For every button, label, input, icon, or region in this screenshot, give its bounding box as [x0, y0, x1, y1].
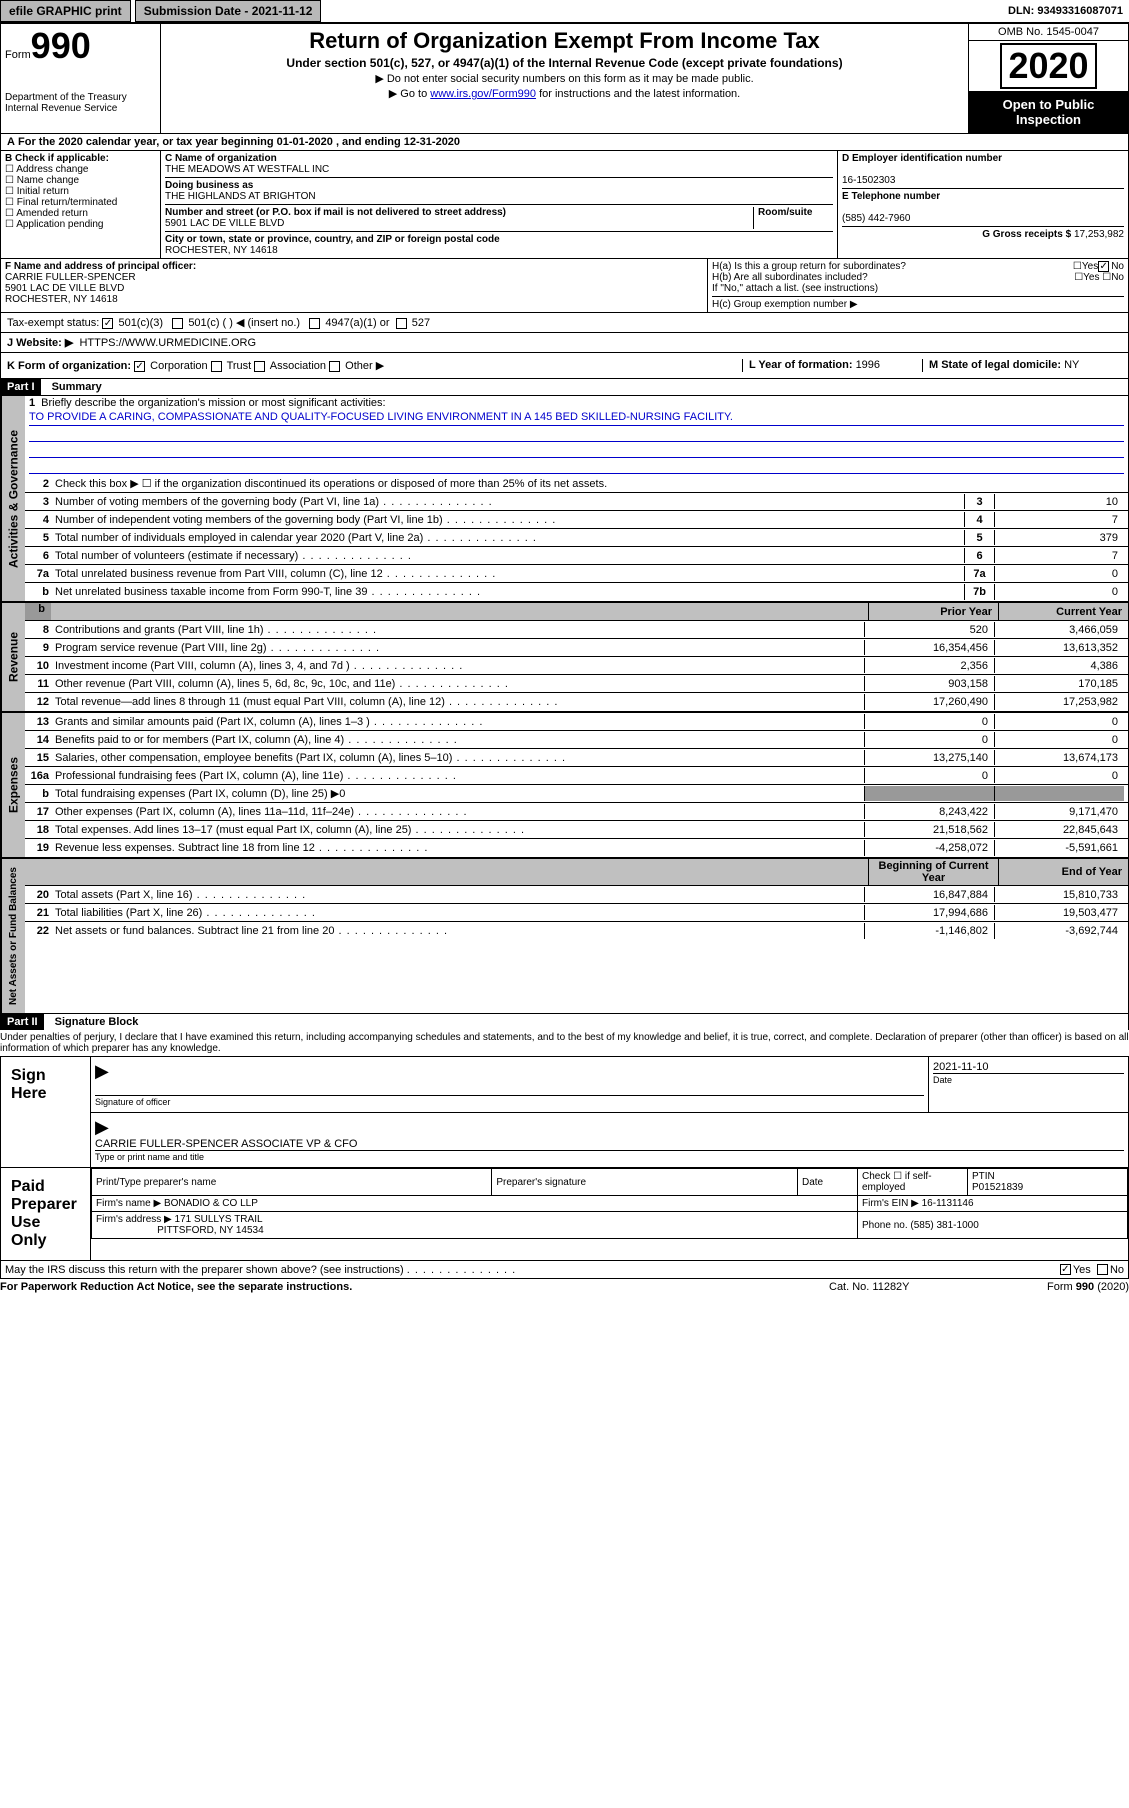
tax-exempt-row: Tax-exempt status: 501(c)(3) 501(c) ( ) …	[0, 313, 1129, 333]
chk-assoc[interactable]	[254, 361, 265, 372]
vert-netassets: Net Assets or Fund Balances	[1, 859, 25, 1013]
ein: 16-1502303	[842, 175, 895, 186]
efile-button[interactable]: efile GRAPHIC print	[0, 0, 131, 22]
city-state-zip: ROCHESTER, NY 14618	[165, 245, 278, 256]
firm-phone: (585) 381-1000	[910, 1220, 978, 1231]
part1-title: Summary	[44, 381, 102, 393]
revenue-section: Revenue bPrior YearCurrent Year 8Contrib…	[0, 602, 1129, 712]
chk-501c3[interactable]	[102, 318, 113, 329]
vert-governance: Activities & Governance	[1, 396, 25, 601]
governance-section: Activities & Governance 1Briefly describ…	[0, 395, 1129, 602]
firm-addr1: 171 SULLYS TRAIL	[175, 1214, 263, 1225]
chk-final[interactable]: ☐ Final return/terminated	[5, 197, 156, 208]
chk-discuss-no[interactable]	[1097, 1264, 1108, 1275]
section-klm: K Form of organization: Corporation Trus…	[0, 353, 1129, 379]
page-footer: For Paperwork Reduction Act Notice, see …	[0, 1279, 1129, 1295]
form-note-1: ▶ Do not enter social security numbers o…	[165, 72, 964, 85]
paid-preparer-label: Paid Preparer Use Only	[1, 1168, 91, 1260]
discuss-question: May the IRS discuss this return with the…	[5, 1264, 984, 1276]
firm-addr2: PITTSFORD, NY 14534	[157, 1225, 264, 1236]
form-note-2: ▶ Go to www.irs.gov/Form990 for instruct…	[165, 87, 964, 100]
form-subtitle: Under section 501(c), 527, or 4947(a)(1)…	[165, 56, 964, 70]
box-h: H(a) Is this a group return for subordin…	[708, 259, 1128, 312]
gross-receipts: 17,253,982	[1074, 229, 1124, 240]
firm-ein: 16-1131146	[922, 1198, 974, 1209]
firm-name: BONADIO & CO LLP	[164, 1198, 258, 1209]
penalty-text: Under penalties of perjury, I declare th…	[0, 1030, 1129, 1056]
chk-amended[interactable]: ☐ Amended return	[5, 208, 156, 219]
state: NY	[1064, 359, 1079, 371]
chk-501c[interactable]	[172, 318, 183, 329]
submission-button[interactable]: Submission Date - 2021-11-12	[135, 0, 322, 22]
ptin: P01521839	[972, 1182, 1023, 1193]
box-deg: D Employer identification number16-15023…	[838, 151, 1128, 258]
box-f: F Name and address of principal officer:…	[1, 259, 708, 312]
form-header: Form990 Department of the Treasury Inter…	[0, 23, 1129, 134]
org-name: THE MEADOWS AT WESTFALL INC	[165, 164, 329, 175]
phone: (585) 442-7960	[842, 213, 910, 224]
dln-text: DLN: 93493316087071	[1008, 5, 1129, 17]
public-inspection: Open to Public Inspection	[969, 91, 1128, 133]
period-a: A For the 2020 calendar year, or tax yea…	[1, 134, 466, 150]
tax-year: 2020	[1000, 43, 1096, 89]
year-formed: 1996	[856, 359, 880, 371]
part2-title: Signature Block	[47, 1016, 139, 1028]
form-number: 990	[31, 25, 91, 66]
chk-ha-no[interactable]	[1098, 261, 1109, 272]
signature-block: Sign Here ▶Signature of officer 2021-11-…	[0, 1056, 1129, 1261]
chk-discuss-yes[interactable]	[1060, 1264, 1071, 1275]
box-j: J Website: ▶ HTTPS://WWW.URMEDICINE.ORG	[1, 333, 1128, 352]
section-fh: F Name and address of principal officer:…	[0, 259, 1129, 313]
vert-revenue: Revenue	[1, 603, 25, 711]
expenses-section: Expenses 13Grants and similar amounts pa…	[0, 712, 1129, 858]
part2-tab: Part II	[1, 1014, 44, 1030]
top-bar: efile GRAPHIC print Submission Date - 20…	[0, 0, 1129, 23]
chk-other[interactable]	[329, 361, 340, 372]
chk-pending[interactable]: ☐ Application pending	[5, 219, 156, 230]
website: HTTPS://WWW.URMEDICINE.ORG	[79, 337, 256, 349]
chk-initial[interactable]: ☐ Initial return	[5, 186, 156, 197]
officer-name-title: CARRIE FULLER-SPENCER ASSOCIATE VP & CFO	[95, 1138, 357, 1150]
street-address: 5901 LAC DE VILLE BLVD	[165, 218, 284, 229]
chk-trust[interactable]	[211, 361, 222, 372]
vert-expenses: Expenses	[1, 713, 25, 857]
officer-name: CARRIE FULLER-SPENCER	[5, 272, 136, 283]
dba-name: THE HIGHLANDS AT BRIGHTON	[165, 191, 316, 202]
section-bcd: B Check if applicable: ☐ Address change …	[0, 151, 1129, 259]
chk-corp[interactable]	[134, 361, 145, 372]
irs-link[interactable]: www.irs.gov/Form990	[430, 88, 536, 100]
chk-527[interactable]	[396, 318, 407, 329]
chk-4947[interactable]	[309, 318, 320, 329]
omb-number: OMB No. 1545-0047	[969, 24, 1128, 41]
sign-here-label: Sign Here	[1, 1057, 91, 1167]
form-label: Form	[5, 49, 31, 61]
box-c: C Name of organizationTHE MEADOWS AT WES…	[161, 151, 838, 258]
mission-text: TO PROVIDE A CARING, COMPASSIONATE AND Q…	[29, 409, 1124, 426]
box-b: B Check if applicable: ☐ Address change …	[1, 151, 161, 258]
form-title: Return of Organization Exempt From Incom…	[165, 28, 964, 54]
dept-text: Department of the Treasury Internal Reve…	[5, 92, 156, 114]
netassets-section: Net Assets or Fund Balances Beginning of…	[0, 858, 1129, 1014]
paid-preparer-table: Print/Type preparer's namePreparer's sig…	[91, 1168, 1128, 1239]
sign-date: 2021-11-10	[933, 1061, 988, 1073]
chk-name[interactable]: ☐ Name change	[5, 175, 156, 186]
chk-address[interactable]: ☐ Address change	[5, 164, 156, 175]
part1-tab: Part I	[1, 379, 41, 395]
